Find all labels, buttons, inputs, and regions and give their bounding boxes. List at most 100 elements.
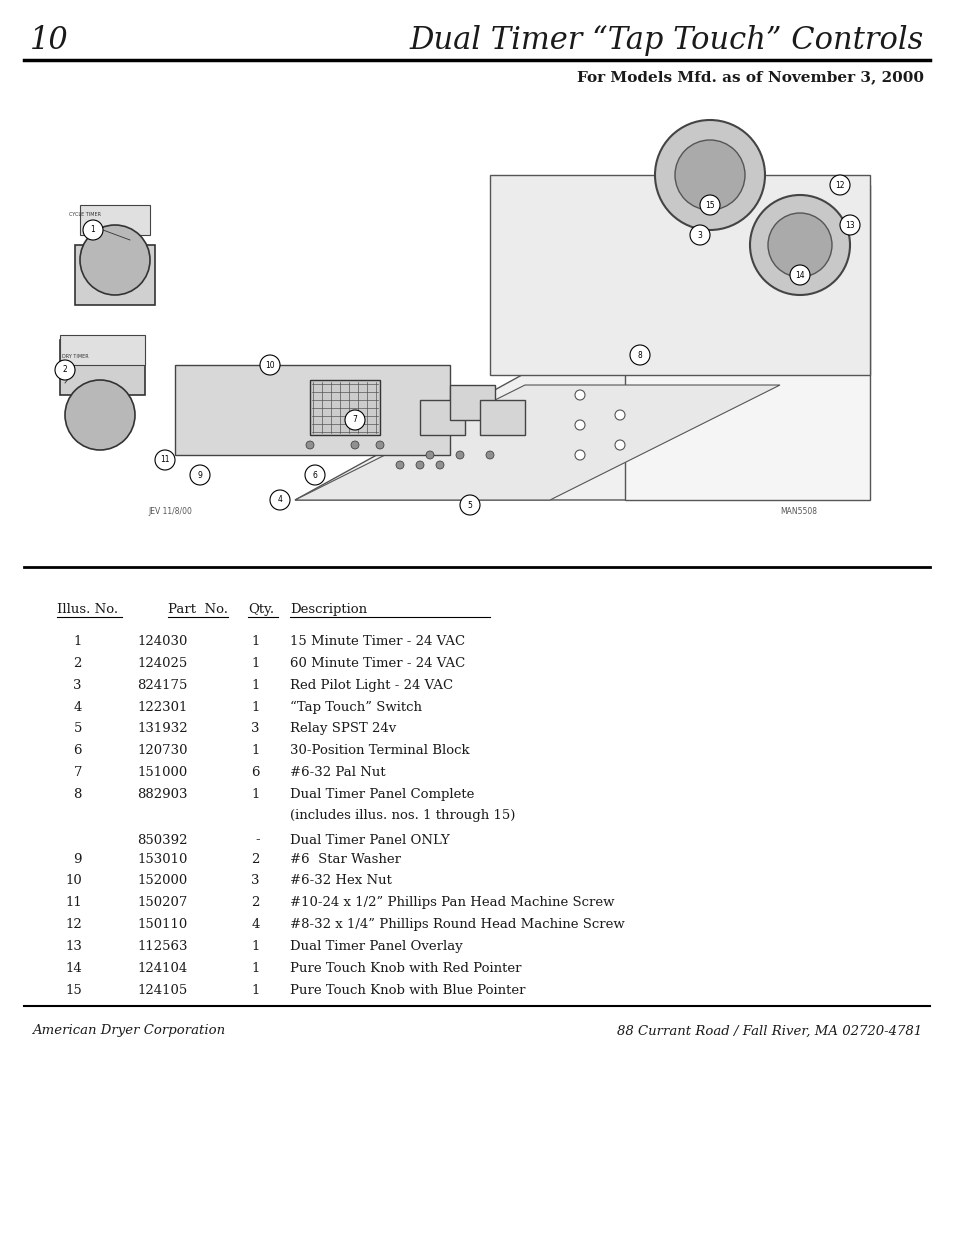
Polygon shape bbox=[624, 185, 869, 500]
Text: -: - bbox=[255, 834, 260, 846]
Text: “Tap Touch” Switch: “Tap Touch” Switch bbox=[290, 700, 421, 714]
Text: Relay SPST 24v: Relay SPST 24v bbox=[290, 722, 395, 735]
Circle shape bbox=[351, 441, 358, 450]
Text: Dual Timer Panel ONLY: Dual Timer Panel ONLY bbox=[290, 834, 449, 846]
Text: 10: 10 bbox=[65, 874, 82, 888]
Polygon shape bbox=[60, 340, 145, 395]
Text: #8-32 x 1/4” Phillips Round Head Machine Screw: #8-32 x 1/4” Phillips Round Head Machine… bbox=[290, 918, 624, 931]
Text: 8: 8 bbox=[637, 351, 641, 359]
Text: 124025: 124025 bbox=[137, 657, 188, 669]
Text: For Models Mfd. as of November 3, 2000: For Models Mfd. as of November 3, 2000 bbox=[577, 70, 923, 84]
Circle shape bbox=[305, 466, 325, 485]
Text: 122301: 122301 bbox=[137, 700, 188, 714]
Text: 2: 2 bbox=[63, 366, 68, 374]
Text: 152000: 152000 bbox=[137, 874, 188, 888]
Text: 60 Minute Timer - 24 VAC: 60 Minute Timer - 24 VAC bbox=[290, 657, 465, 669]
Circle shape bbox=[80, 225, 150, 295]
Text: 1: 1 bbox=[252, 983, 260, 997]
Circle shape bbox=[55, 359, 75, 380]
Circle shape bbox=[65, 380, 135, 450]
Text: 1: 1 bbox=[252, 745, 260, 757]
Text: 13: 13 bbox=[65, 940, 82, 953]
Text: 3: 3 bbox=[73, 679, 82, 692]
Text: Red Pilot Light - 24 VAC: Red Pilot Light - 24 VAC bbox=[290, 679, 453, 692]
Text: 1: 1 bbox=[91, 226, 95, 235]
Circle shape bbox=[306, 441, 314, 450]
Text: 8: 8 bbox=[73, 788, 82, 802]
Text: Description: Description bbox=[290, 603, 367, 616]
Text: #6  Star Washer: #6 Star Washer bbox=[290, 852, 400, 866]
Circle shape bbox=[629, 345, 649, 366]
Text: 120730: 120730 bbox=[137, 745, 188, 757]
Circle shape bbox=[345, 410, 365, 430]
Circle shape bbox=[575, 450, 584, 459]
Text: 7: 7 bbox=[73, 766, 82, 779]
Circle shape bbox=[436, 461, 443, 469]
Circle shape bbox=[375, 441, 384, 450]
Circle shape bbox=[190, 466, 210, 485]
Text: 112563: 112563 bbox=[137, 940, 188, 953]
Text: #6-32 Hex Nut: #6-32 Hex Nut bbox=[290, 874, 392, 888]
Text: MAN5508: MAN5508 bbox=[780, 508, 816, 516]
Text: 15: 15 bbox=[704, 200, 714, 210]
Text: Dual Timer “Tap Touch” Controls: Dual Timer “Tap Touch” Controls bbox=[410, 25, 923, 56]
Text: 1: 1 bbox=[252, 788, 260, 802]
Circle shape bbox=[575, 420, 584, 430]
Text: American Dryer Corporation: American Dryer Corporation bbox=[32, 1025, 225, 1037]
Circle shape bbox=[655, 120, 764, 230]
Text: CYCLE TIMER: CYCLE TIMER bbox=[69, 212, 101, 217]
Circle shape bbox=[456, 451, 463, 459]
Circle shape bbox=[260, 354, 280, 375]
Text: 882903: 882903 bbox=[137, 788, 188, 802]
Circle shape bbox=[416, 461, 423, 469]
Circle shape bbox=[459, 495, 479, 515]
Text: 9: 9 bbox=[197, 471, 202, 479]
Text: 2: 2 bbox=[252, 852, 260, 866]
Circle shape bbox=[749, 195, 849, 295]
Text: 150207: 150207 bbox=[137, 897, 188, 909]
Text: 12: 12 bbox=[65, 918, 82, 931]
Text: 824175: 824175 bbox=[137, 679, 188, 692]
Text: 131932: 131932 bbox=[137, 722, 188, 735]
Text: 6: 6 bbox=[313, 471, 317, 479]
Text: 3: 3 bbox=[252, 874, 260, 888]
Text: 1: 1 bbox=[252, 962, 260, 974]
Circle shape bbox=[485, 451, 494, 459]
Circle shape bbox=[154, 450, 174, 471]
Circle shape bbox=[615, 440, 624, 450]
Polygon shape bbox=[75, 245, 154, 305]
Text: 2: 2 bbox=[73, 657, 82, 669]
Text: Dual Timer Panel Complete: Dual Timer Panel Complete bbox=[290, 788, 474, 802]
Text: 4: 4 bbox=[277, 495, 282, 505]
Text: 14: 14 bbox=[795, 270, 804, 279]
Text: 124104: 124104 bbox=[137, 962, 188, 974]
Text: 13: 13 bbox=[844, 221, 854, 230]
Polygon shape bbox=[60, 335, 145, 366]
Text: 12: 12 bbox=[835, 180, 843, 189]
Circle shape bbox=[270, 490, 290, 510]
Polygon shape bbox=[490, 175, 869, 375]
Text: 5: 5 bbox=[467, 500, 472, 510]
Text: #6-32 Pal Nut: #6-32 Pal Nut bbox=[290, 766, 385, 779]
Text: 88 Currant Road / Fall River, MA 02720-4781: 88 Currant Road / Fall River, MA 02720-4… bbox=[617, 1025, 921, 1037]
Text: DRY TIMER: DRY TIMER bbox=[62, 354, 89, 359]
Text: 850392: 850392 bbox=[137, 834, 188, 846]
Text: Illus. No.: Illus. No. bbox=[57, 603, 118, 616]
Polygon shape bbox=[419, 400, 464, 435]
Text: #10-24 x 1/2” Phillips Pan Head Machine Screw: #10-24 x 1/2” Phillips Pan Head Machine … bbox=[290, 897, 614, 909]
Circle shape bbox=[689, 225, 709, 245]
Polygon shape bbox=[174, 366, 450, 454]
Text: 11: 11 bbox=[160, 456, 170, 464]
Text: 2: 2 bbox=[252, 897, 260, 909]
Text: 3: 3 bbox=[697, 231, 701, 240]
Text: 30-Position Terminal Block: 30-Position Terminal Block bbox=[290, 745, 469, 757]
Text: (includes illus. nos. 1 through 15): (includes illus. nos. 1 through 15) bbox=[290, 809, 515, 821]
Polygon shape bbox=[450, 385, 495, 420]
Circle shape bbox=[829, 175, 849, 195]
Text: 11: 11 bbox=[65, 897, 82, 909]
Circle shape bbox=[767, 212, 831, 277]
Text: 1: 1 bbox=[252, 940, 260, 953]
Text: Qty.: Qty. bbox=[248, 603, 274, 616]
Circle shape bbox=[840, 215, 859, 235]
Circle shape bbox=[789, 266, 809, 285]
